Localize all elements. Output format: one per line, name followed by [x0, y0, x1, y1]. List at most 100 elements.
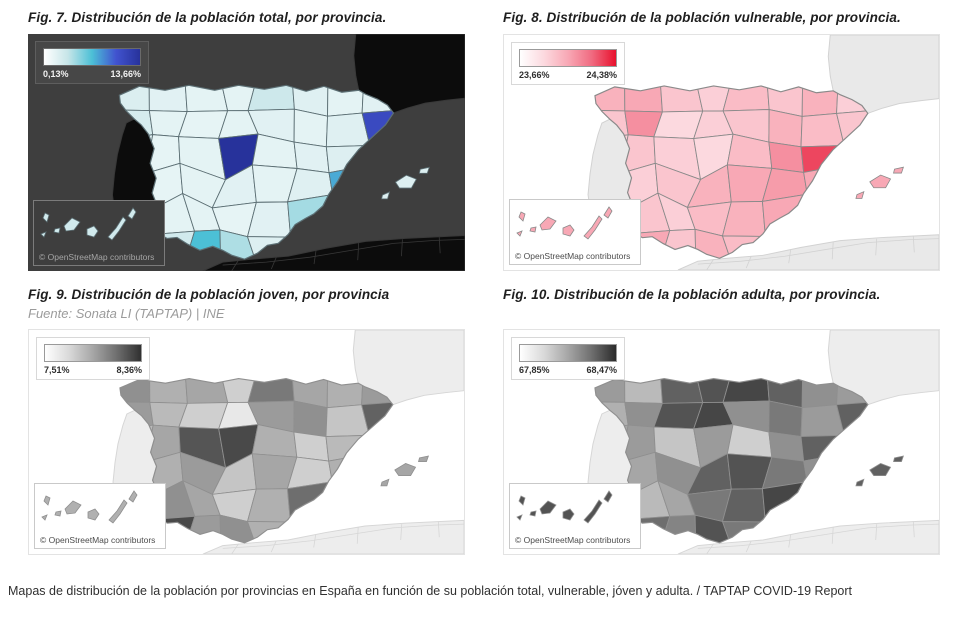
canary-island: [539, 500, 557, 515]
legend-min-label: 67,85%: [519, 365, 550, 375]
africa-borders: [222, 521, 464, 554]
osm-attribution: © OpenStreetMap contributors: [515, 251, 631, 261]
figure-title: Fig. 8. Distribución de la población vul…: [503, 10, 901, 25]
canary-island: [127, 207, 137, 220]
canary-islands-inset: © OpenStreetMap contributors: [509, 199, 641, 265]
figure-panel-vulnerable: Fig. 8. Distribución de la población vul…: [503, 8, 940, 271]
figure-panel-total: Fig. 7. Distribución de la población tot…: [28, 8, 465, 271]
legend-gradient-bar: [44, 344, 142, 362]
canary-island: [41, 514, 48, 521]
canary-island: [108, 499, 128, 524]
spain-outline: [594, 377, 869, 544]
province-cell: [768, 109, 803, 148]
balearic-island: [380, 478, 390, 487]
balearic-island: [893, 455, 905, 462]
province-cell: [768, 141, 805, 173]
province-cell: [293, 400, 328, 438]
canary-island: [53, 227, 61, 234]
canary-island: [518, 495, 526, 506]
balearic-island: [869, 463, 892, 476]
legend-min-label: 23,66%: [519, 70, 550, 80]
legend-min-label: 0,13%: [43, 69, 69, 79]
province-cell: [293, 431, 330, 462]
canary-island: [562, 508, 575, 521]
balearic-island: [381, 191, 391, 200]
province-cell: [293, 141, 330, 174]
legend-gradient-bar: [519, 49, 617, 67]
canary-island: [42, 212, 50, 223]
legend-max-label: 8,36%: [116, 365, 142, 375]
canary-island: [516, 514, 523, 521]
canary-island: [583, 215, 603, 240]
canary-islands-inset: © OpenStreetMap contributors: [34, 483, 166, 549]
figure-panel-adulta: Fig. 10. Distribución de la población ad…: [503, 285, 940, 555]
spain-outline: [119, 377, 394, 544]
canary-island: [40, 231, 47, 238]
canary-islands-svg: [516, 490, 613, 524]
balearic-island: [855, 478, 865, 487]
choropleth-map-joven: 7,51% 8,36% © OpenStreetMap contributors: [28, 329, 465, 555]
balearic-island: [394, 463, 417, 476]
canary-island: [87, 508, 100, 521]
province-cell: [293, 108, 328, 148]
balearic-island: [418, 166, 430, 174]
choropleth-map-adulta: 67,85% 68,47% © OpenStreetMap contributo…: [503, 329, 940, 555]
province-cell: [768, 400, 803, 438]
osm-attribution: © OpenStreetMap contributors: [39, 252, 155, 262]
balearic-island: [869, 174, 892, 189]
africa-borders: [697, 521, 939, 554]
spain-outline: [118, 84, 395, 260]
canary-island: [63, 217, 81, 232]
legend-max-label: 13,66%: [110, 69, 141, 79]
choropleth-map-total: 0,13% 13,66% © OpenStreetMap contributor…: [28, 34, 465, 271]
figure-panel-joven: Fig. 9. Distribución de la población jov…: [28, 285, 465, 555]
balearic-island: [418, 455, 430, 462]
canary-island: [43, 495, 51, 506]
map-legend: 7,51% 8,36%: [36, 337, 150, 380]
canary-islands-inset: © OpenStreetMap contributors: [509, 483, 641, 549]
canary-islands-inset: © OpenStreetMap contributors: [33, 200, 165, 266]
map-legend: 67,85% 68,47%: [511, 337, 625, 380]
legend-max-label: 68,47%: [586, 365, 617, 375]
figure-title: Fig. 7. Distribución de la población tot…: [28, 10, 387, 25]
africa-borders: [222, 236, 465, 271]
figure-title: Fig. 9. Distribución de la población jov…: [28, 287, 390, 302]
province-cell: [768, 431, 805, 462]
canary-island: [64, 500, 82, 515]
spain-map-svg: [28, 34, 465, 271]
canary-islands-svg: [40, 207, 137, 241]
canary-island: [54, 510, 62, 517]
legend-gradient-bar: [519, 344, 617, 362]
canary-island: [562, 224, 575, 237]
canary-island: [529, 226, 537, 233]
canary-island: [603, 206, 613, 219]
canary-island: [603, 490, 613, 503]
osm-attribution: © OpenStreetMap contributors: [515, 535, 631, 545]
legend-max-label: 24,38%: [586, 70, 617, 80]
balearic-island: [855, 190, 865, 199]
canary-island: [516, 230, 523, 237]
figure-source: Fuente: Sonata LI (TAPTAP) | INE: [28, 306, 225, 321]
canary-islands-svg: [516, 206, 613, 240]
canary-island: [529, 510, 537, 517]
canary-island: [539, 216, 557, 231]
spain-outline: [594, 85, 869, 259]
canary-island: [583, 499, 603, 524]
canary-islands-svg: [41, 490, 138, 524]
canary-island: [107, 216, 127, 241]
figure-title: Fig. 10. Distribución de la población ad…: [503, 287, 881, 302]
legend-gradient-bar: [43, 48, 141, 66]
osm-attribution: © OpenStreetMap contributors: [40, 535, 156, 545]
map-legend: 0,13% 13,66%: [35, 41, 149, 84]
figure-caption: Mapas de distribución de la población po…: [8, 584, 853, 598]
map-legend: 23,66% 24,38%: [511, 42, 625, 85]
africa-borders: [697, 235, 939, 270]
canary-island: [86, 225, 99, 238]
balearic-island: [893, 166, 905, 174]
balearic-island: [394, 174, 417, 189]
canary-island: [128, 490, 138, 503]
canary-island: [518, 211, 526, 222]
choropleth-map-vulnerable: 23,66% 24,38% © OpenStreetMap contributo…: [503, 34, 940, 271]
legend-min-label: 7,51%: [44, 365, 70, 375]
